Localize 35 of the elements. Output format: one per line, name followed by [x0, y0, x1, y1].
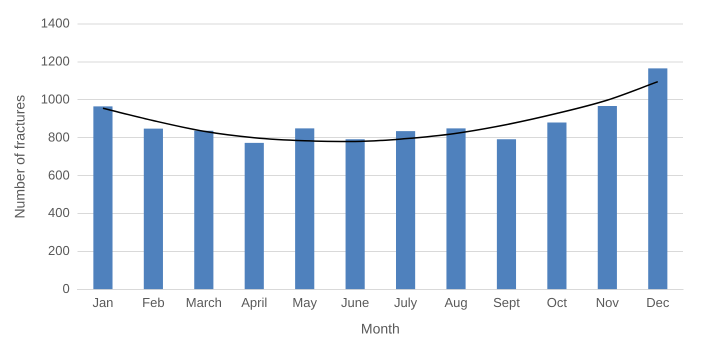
bar [295, 128, 314, 290]
x-tick-label: Aug [444, 294, 468, 310]
bar [93, 106, 113, 290]
x-tick-label: March [186, 294, 222, 310]
bar [496, 139, 516, 290]
bar [446, 128, 466, 290]
y-tick-label: 200 [48, 243, 70, 258]
x-tick-label: May [292, 294, 318, 310]
x-axis-title: Month [360, 320, 400, 336]
x-tick-label: July [394, 294, 418, 310]
bar [547, 122, 566, 290]
bar [648, 68, 668, 290]
x-tick-label: Dec [646, 294, 670, 310]
y-tick-label: 600 [48, 167, 70, 182]
bar [346, 139, 365, 290]
x-tick-label: April [241, 294, 268, 310]
bar [396, 131, 416, 290]
y-tick-label: 1400 [40, 15, 70, 30]
bar [194, 130, 214, 290]
y-tick-label: 800 [48, 129, 70, 144]
x-tick-label: Nov [596, 294, 620, 310]
y-axis-title: Number of fractures [11, 94, 28, 219]
x-tick-label: June [341, 294, 370, 310]
x-tick-label: Feb [142, 294, 165, 310]
y-tick-label: 400 [48, 205, 70, 220]
x-tick-label: Jan [92, 294, 114, 310]
y-tick-label: 1000 [40, 91, 70, 106]
bar [144, 128, 163, 290]
x-tick-label: Sept [493, 294, 520, 310]
y-tick-label: 0 [62, 281, 70, 296]
line-series [102, 80, 659, 142]
y-tick-label: 1200 [40, 53, 70, 68]
x-tick-label: Oct [546, 294, 568, 310]
bar [598, 106, 617, 290]
bar [244, 142, 264, 290]
